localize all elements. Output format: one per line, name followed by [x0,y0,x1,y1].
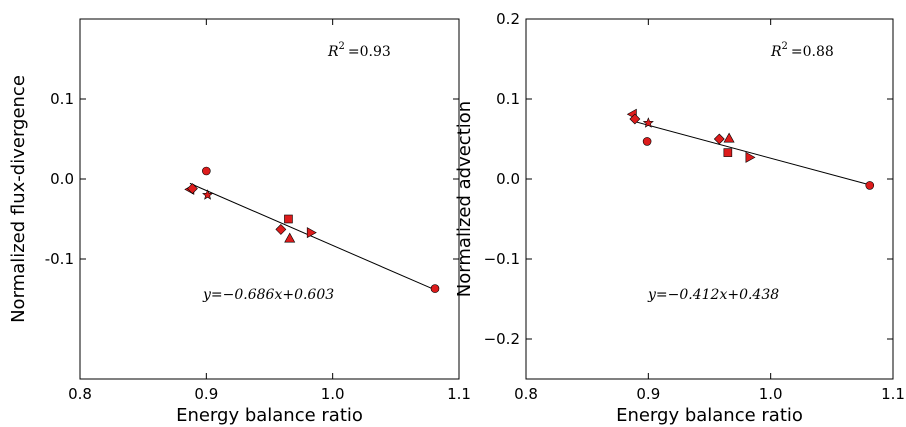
data-point-triangle-up [284,232,296,243]
data-point-diamond [275,223,287,235]
data-point-circle [642,137,652,146]
x-tick-label: 1.0 [759,385,783,403]
y-tick-label: −0.1 [484,250,520,268]
x-tick-label: 0.8 [68,385,92,403]
x-tick-label: 1.0 [321,385,345,403]
y-axis-label: Normalized advection [454,101,475,297]
fit-line [632,120,870,186]
data-point-star [202,189,214,200]
data-point-triangle-right [745,151,756,163]
y-tick-label: 0.2 [496,10,520,28]
data-point-square [723,148,733,157]
regression-equation: y=−0.412x+0.438 [647,287,779,303]
y-axis-label: Normalized flux-divergence [8,75,29,323]
x-tick-label: 1.1 [447,385,471,403]
data-point-circle [865,181,875,190]
r-squared-symbol: R [770,44,782,60]
r-squared-annotation: R2 =0.88 [770,41,834,60]
data-point-diamond [713,133,725,145]
x-tick-label: 0.9 [636,385,660,403]
y-tick-label: 0.1 [496,90,520,108]
data-point-diamond [629,113,641,125]
y-tick-label: 0.1 [50,90,74,108]
x-tick-label: 0.9 [194,385,218,403]
r-squared-exponent: 2 [782,41,788,52]
regression-equation: y=−0.686x+0.603 [202,287,334,303]
plot-frame [79,18,460,380]
data-point-diamond [187,183,198,195]
data-point-square [284,214,293,224]
r-squared-symbol: R [327,44,339,60]
x-axis-label: Energy balance ratio [176,405,363,426]
y-tick-label: 0.0 [496,170,520,188]
fit-line [189,182,436,291]
x-tick-label: 1.1 [881,385,905,403]
chart-panel-1: 0.8 0.9 1.0 1.1 0.1 0.0 -0.1 Energy balance rat… [8,18,471,426]
r-squared-value: =0.88 [791,44,834,60]
chart-panel-2: 0.8 0.9 1.0 1.1 0.2 0.1 0.0 −0.1 −0.2 Energy bala… [454,10,905,426]
data-point-circle [202,166,211,176]
y-tick-label: −0.2 [484,330,520,348]
r-squared-annotation: R2 =0.93 [327,41,391,60]
x-tick-label: 0.8 [514,385,538,403]
r-squared-exponent: 2 [339,41,345,52]
plot-frame [525,18,894,380]
x-axis-label: Energy balance ratio [616,405,803,426]
data-point-circle [430,284,440,293]
y-tick-label: 0.0 [50,170,74,188]
r-squared-value: =0.93 [348,44,391,60]
data-point-star [642,117,654,128]
data-point-triangle-up [723,132,735,143]
data-point-triangle-right [306,227,317,239]
y-tick-label: -0.1 [45,250,74,268]
